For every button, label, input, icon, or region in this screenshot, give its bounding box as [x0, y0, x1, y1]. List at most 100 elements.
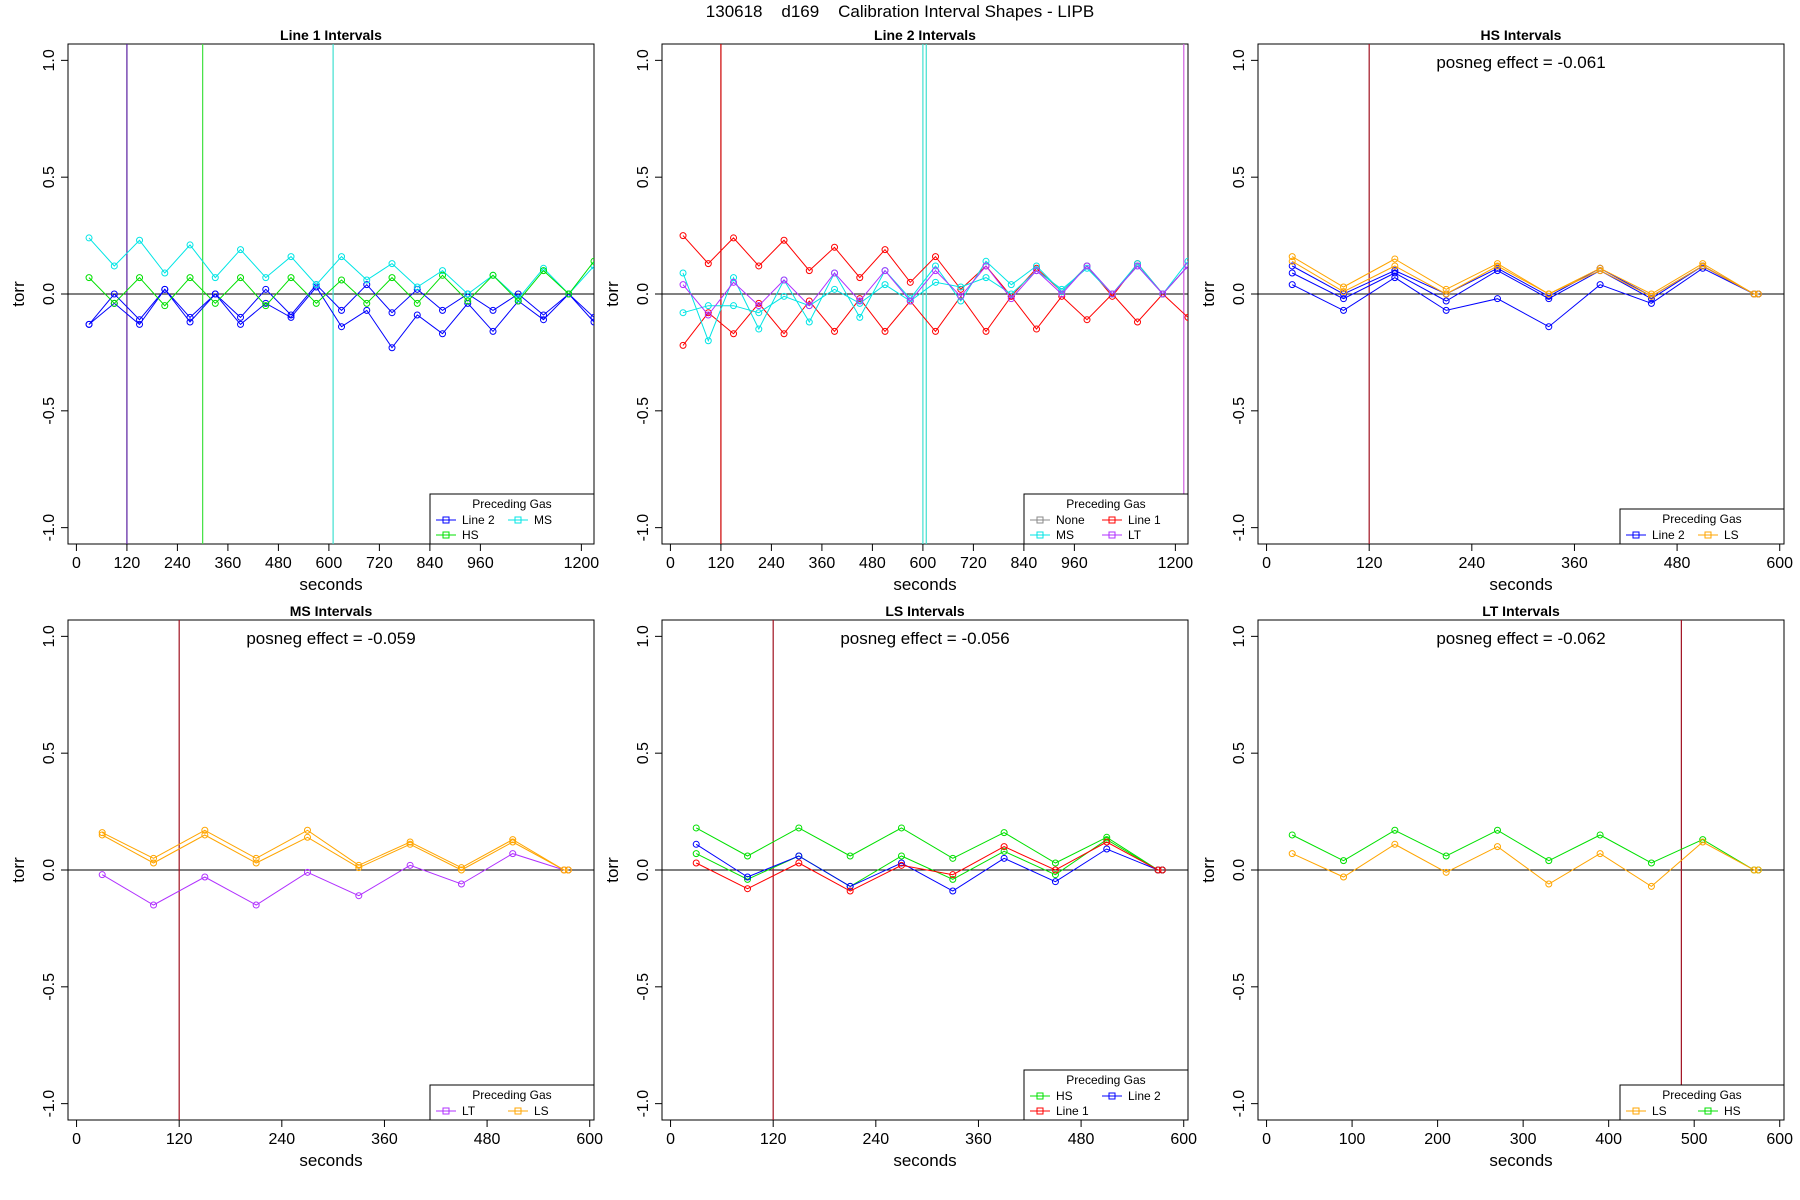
data-point: [1754, 290, 1762, 298]
x-tick-label: 100: [1339, 1131, 1366, 1148]
data-point: [1493, 262, 1501, 270]
panel-2: Line 2 Intervals -1.0 -0.5 0.0 0.5 1.0 torr 0 12…: [603, 27, 1193, 594]
panel-title: LT Intervals: [1482, 603, 1560, 619]
data-point: [237, 274, 245, 282]
y-tick-label: -0.5: [635, 973, 652, 1001]
data-point: [1442, 306, 1450, 314]
x-axis-label: seconds: [299, 575, 362, 594]
data-point: [388, 274, 396, 282]
data-point: [540, 311, 548, 319]
data-point: [464, 290, 472, 298]
data-point: [805, 297, 813, 305]
data-point: [1288, 831, 1296, 839]
y-tick-label: 0.5: [1231, 742, 1248, 764]
legend-entry-hs: HS: [1056, 1089, 1073, 1103]
data-point: [957, 297, 965, 305]
data-point: [1545, 323, 1553, 331]
y-tick-label: -0.5: [41, 397, 58, 425]
data-point: [1288, 253, 1296, 261]
legend: Preceding Gas LS HS: [1619, 1084, 1785, 1121]
data-point: [201, 873, 209, 881]
data-point: [1442, 852, 1450, 860]
legend-swatch-marker: [1108, 531, 1116, 539]
x-tick-label: 720: [960, 555, 987, 572]
data-point: [881, 246, 889, 254]
data-point: [1442, 868, 1450, 876]
y-tick-label: -0.5: [1231, 397, 1248, 425]
data-point: [856, 313, 864, 321]
data-point: [1545, 857, 1553, 865]
y-tick-label: 0.5: [635, 742, 652, 764]
legend-swatch-marker: [1632, 531, 1640, 539]
data-point: [1340, 295, 1348, 303]
data-point: [1699, 260, 1707, 268]
y-tick-label: 1.0: [1231, 625, 1248, 647]
data-point: [1083, 262, 1091, 270]
data-point: [136, 274, 144, 282]
data-point: [464, 297, 472, 305]
data-point: [1442, 297, 1450, 305]
x-tick-label: 960: [467, 555, 494, 572]
data-point: [1051, 866, 1059, 874]
data-point: [590, 313, 594, 321]
data-point: [413, 311, 421, 319]
y-tick-label: -1.0: [1231, 1090, 1248, 1118]
data-point: [1596, 264, 1604, 272]
data-point: [805, 267, 813, 275]
data-point: [564, 866, 572, 874]
x-tick-label: 480: [1068, 1131, 1095, 1148]
legend-swatch-marker: [1108, 516, 1116, 524]
data-point: [237, 313, 245, 321]
data-point: [679, 341, 687, 349]
data-point: [150, 901, 158, 909]
data-point: [161, 302, 169, 310]
data-point: [1000, 843, 1008, 851]
posneg-annotation: posneg effect = -0.059: [246, 629, 415, 648]
data-point: [413, 299, 421, 307]
y-tick-label: 1.0: [1231, 49, 1248, 71]
data-point: [1184, 313, 1188, 321]
legend-title: Preceding Gas: [1066, 1073, 1145, 1087]
data-point: [1058, 285, 1066, 293]
data-point: [1340, 290, 1348, 298]
data-point: [1493, 295, 1501, 303]
x-tick-label: 240: [268, 1131, 295, 1148]
data-point: [881, 281, 889, 289]
data-point: [1750, 866, 1758, 874]
x-tick-label: 240: [758, 555, 785, 572]
legend-box: [429, 1084, 595, 1121]
legend-entry-lt: LT: [462, 1104, 476, 1118]
data-point: [805, 302, 813, 310]
x-tick-label: 120: [114, 555, 141, 572]
data-point: [514, 297, 522, 305]
x-tick-label: 240: [1458, 555, 1485, 572]
data-point: [1754, 866, 1762, 874]
data-point: [1545, 292, 1553, 300]
data-point: [831, 243, 839, 251]
legend-title: Preceding Gas: [1662, 512, 1741, 526]
data-point: [704, 302, 712, 310]
data-point: [831, 327, 839, 335]
data-point: [303, 868, 311, 876]
data-point: [1000, 847, 1008, 855]
y-tick-label: 0.5: [41, 166, 58, 188]
data-point: [704, 311, 712, 319]
data-point: [406, 861, 414, 869]
data-point: [509, 838, 517, 846]
data-point: [201, 826, 209, 834]
data-point: [237, 246, 245, 254]
y-tick-label: 0.5: [1231, 166, 1248, 188]
data-point: [303, 833, 311, 841]
data-point: [744, 875, 752, 883]
data-point: [679, 281, 687, 289]
data-point: [388, 344, 396, 352]
y-axis-label: torr: [9, 281, 28, 307]
data-point: [906, 278, 914, 286]
data-point: [932, 253, 940, 261]
legend-entry-lt: LT: [1128, 528, 1142, 542]
x-tick-label: 480: [1664, 555, 1691, 572]
x-tick-label: 1200: [1158, 555, 1194, 572]
data-point: [363, 276, 371, 284]
data-point: [932, 327, 940, 335]
y-tick-label: -1.0: [635, 1090, 652, 1118]
